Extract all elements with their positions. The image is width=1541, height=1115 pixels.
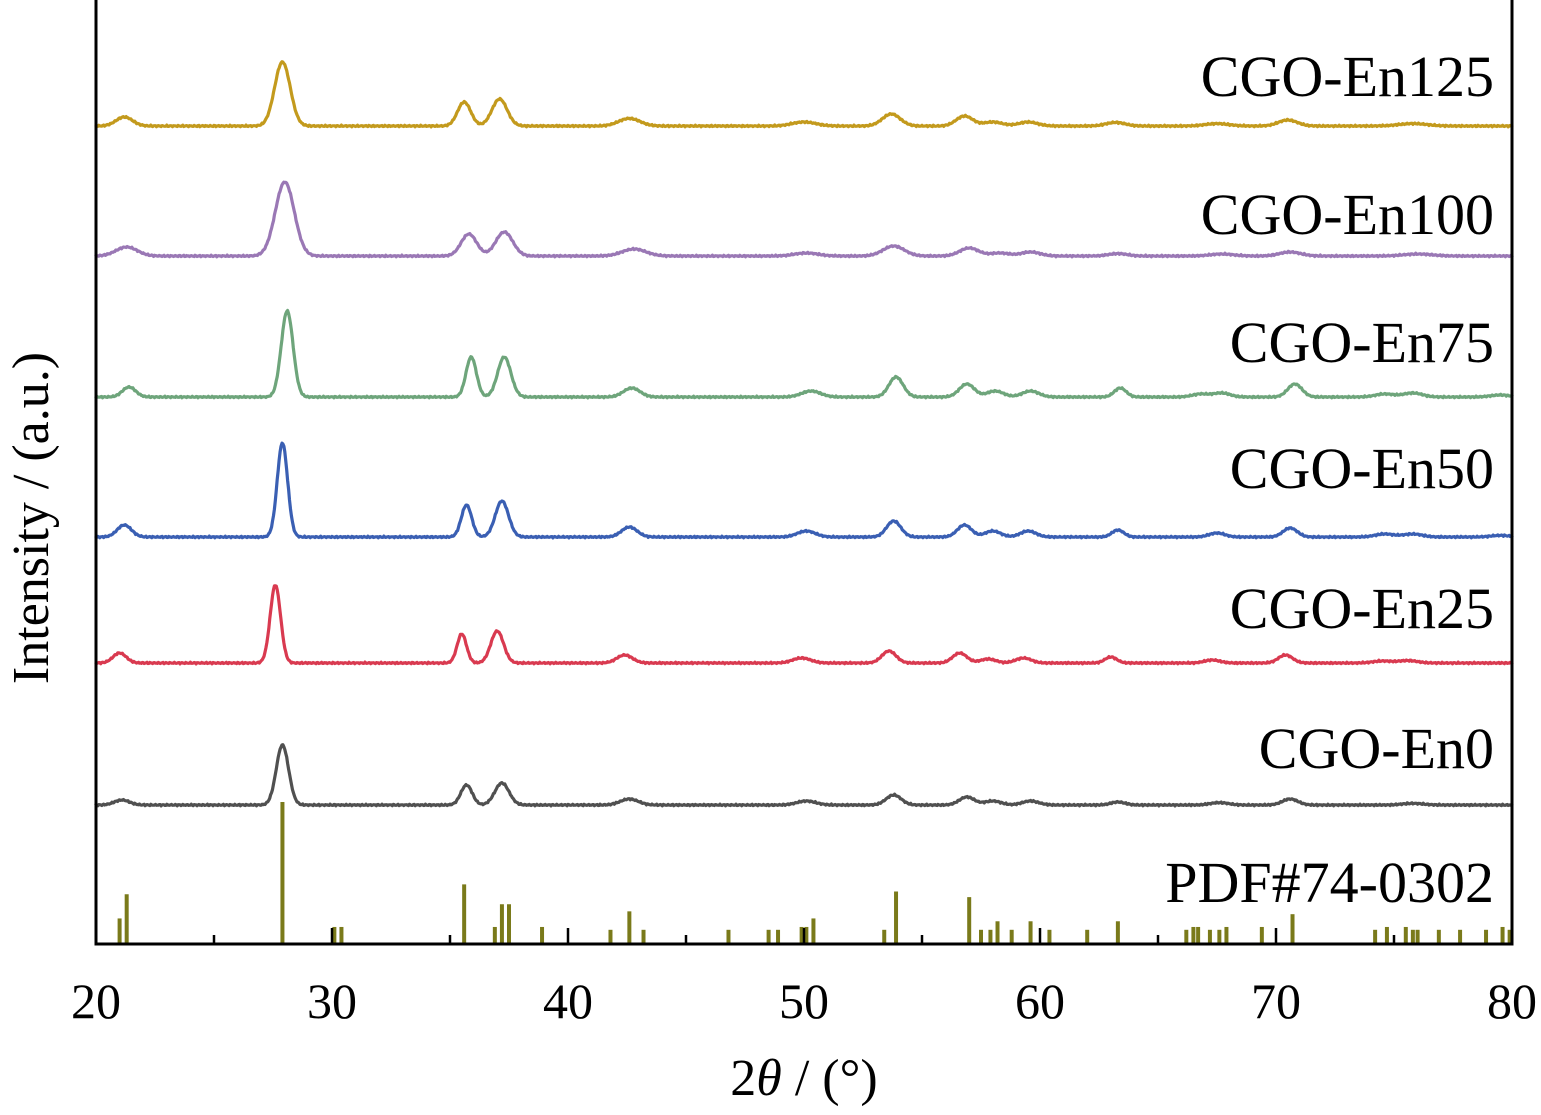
series-line-cgo-en0 (94, 743, 1514, 808)
labels-layer: CGO-En125 CGO-En100 CGO-En75 CGO-En50 CGO-En… (1165, 44, 1494, 915)
series-label-cgo-en50: CGO-En50 (1230, 436, 1494, 501)
x-tick-label-70: 70 (1251, 973, 1301, 1029)
x-tick-label-40: 40 (543, 973, 593, 1029)
x-axis-title-symbol: θ (756, 1050, 782, 1107)
y-axis-title: Intensity / (a.u.) (3, 352, 60, 684)
x-tick-label-80: 80 (1487, 973, 1537, 1029)
ticks-layer: 20 30 40 50 60 70 80 (71, 928, 1537, 1029)
x-tick-label-30: 30 (307, 973, 357, 1029)
series-line-cgo-en50 (94, 441, 1514, 540)
series-label-cgo-en25: CGO-En25 (1230, 576, 1494, 641)
x-axis-title: 2θ / (°) (730, 1050, 877, 1107)
series-line-cgo-en25 (94, 584, 1514, 666)
x-tick-label-60: 60 (1015, 973, 1065, 1029)
plot-frame (94, 0, 1514, 946)
series-label-cgo-en0: CGO-En0 (1259, 716, 1494, 781)
series-line-cgo-en100 (94, 180, 1514, 259)
x-axis-title-suffix: / (°) (782, 1050, 878, 1107)
series-label-cgo-en100: CGO-En100 (1201, 182, 1494, 247)
x-axis-title-prefix: 2 (730, 1050, 756, 1107)
series-line-cgo-en75 (94, 308, 1514, 400)
series-layer (94, 60, 1514, 808)
x-tick-label-50: 50 (779, 973, 829, 1029)
series-line-cgo-en125 (94, 60, 1514, 129)
series-label-cgo-en75: CGO-En75 (1230, 310, 1494, 375)
reference-label: PDF#74-0302 (1165, 850, 1494, 915)
reference-layer (117, 802, 1512, 944)
x-tick-label-20: 20 (71, 973, 121, 1029)
series-label-cgo-en125: CGO-En125 (1201, 44, 1494, 109)
